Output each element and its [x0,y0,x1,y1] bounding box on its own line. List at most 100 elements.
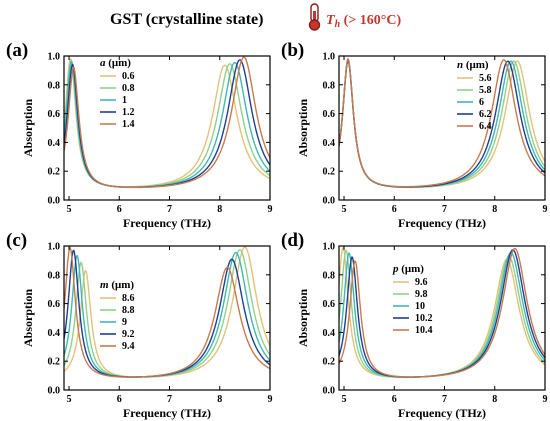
plot-frame [338,245,546,391]
figure-header: GST (crystalline state) Th (> 160°C) [110,3,401,31]
legend-label-9.4: 9.4 [122,341,135,352]
x-tick-label: 8 [492,394,497,405]
y-tick-label: 0.0 [323,196,336,207]
legend-unit: (μm) [109,279,135,291]
legend-title: p (μm) [392,263,424,275]
legend-label-1: 1 [122,95,127,106]
series-line-6.4 [339,58,545,188]
x-tick-label: 8 [217,394,222,405]
legend-label-10.4: 10.4 [415,325,433,336]
legend-label-1.2: 1.2 [122,107,135,118]
y-tick-label: 0.2 [323,357,336,368]
temperature-label: Th (> 160°C) [326,13,401,30]
panel-letter: (c) [6,230,27,251]
y-tick-label: 0.8 [323,270,336,281]
legend-label-9: 9 [122,317,127,328]
temperature-symbol: T [326,13,336,28]
x-tick-label: 8 [217,204,222,215]
x-tick-label: 6 [392,204,397,215]
x-tick-label: 7 [167,204,172,215]
legend-label-0.8: 0.8 [122,83,135,94]
x-tick-label: 8 [492,204,497,215]
y-tick-label: 0.2 [323,167,336,178]
series-line-9.4 [64,246,270,378]
x-tick-label: 9 [543,394,548,405]
plot-frame [63,55,271,201]
legend: a (μm) 0.60.811.21.4 [100,57,135,130]
y-tick-label: 0.6 [48,109,61,120]
legend-label-6: 6 [479,97,484,108]
x-tick-label: 5 [67,204,72,215]
y-tick-label: 0.6 [323,299,336,310]
series-group [64,246,270,378]
y-tick-label: 0.2 [48,357,61,368]
legend-label-0.6: 0.6 [122,71,135,82]
y-tick-label: 1.0 [48,52,61,63]
x-axis-title: Frequency (THz) [123,406,211,420]
x-tick-label: 9 [268,394,273,405]
legend-unit: (μm) [399,263,425,275]
y-axis-title: Absorption [296,289,310,347]
y-tick-label: 0.6 [323,109,336,120]
plot-frame [338,55,546,201]
legend-label-1.4: 1.4 [122,119,135,130]
x-tick-label: 6 [392,394,397,405]
legend: m (μm) 8.68.899.29.4 [100,279,135,352]
y-tick-label: 0.4 [323,328,336,339]
x-tick-label: 7 [442,394,447,405]
x-tick-label: 5 [342,394,347,405]
legend-symbol: a [100,57,106,69]
legend-label-5.6: 5.6 [479,73,492,84]
y-tick-label: 0.8 [323,80,336,91]
y-axis-title: Absorption [21,99,35,157]
y-tick-label: 0.4 [48,138,61,149]
y-tick-label: 0.0 [323,386,336,397]
panel-d: (d) 5 6 7 8 9 0.0 0.2 0.4 0.6 0.8 1.0 Frequency (THz… [281,230,548,420]
series-group [64,56,270,189]
legend-title: n (μm) [457,59,489,71]
thermometer-icon [308,3,321,31]
legend-title: m (μm) [100,279,134,291]
legend-label-9.2: 9.2 [122,329,135,340]
legend-symbol: p [392,263,399,275]
legend-symbol: n [457,59,463,71]
main-title: GST (crystalline state) [110,11,263,28]
x-tick-label: 6 [117,394,122,405]
x-axis-title: Frequency (THz) [398,216,486,230]
y-tick-label: 0.4 [48,328,61,339]
y-axis-title: Absorption [21,289,35,347]
y-tick-label: 0.6 [48,299,61,310]
legend-label-9.6: 9.6 [415,277,428,288]
panel-letter: (d) [281,230,304,251]
legend-unit: (μm) [106,57,132,69]
x-tick-label: 5 [342,204,347,215]
series-line-1.4 [64,56,270,189]
series-line-10.4 [339,247,545,378]
legend-label-9.8: 9.8 [415,289,428,300]
temperature-subscript: h [335,19,341,30]
legend-label-10: 10 [415,301,425,312]
series-line-9.8 [339,249,545,378]
y-tick-label: 0.4 [323,138,336,149]
legend-label-8.8: 8.8 [122,305,135,316]
y-tick-label: 0.8 [48,270,61,281]
x-tick-label: 5 [67,394,72,405]
temperature-value: (> 160°C) [340,13,401,28]
x-axis-title: Frequency (THz) [123,216,211,230]
legend-label-6.4: 6.4 [479,121,492,132]
legend-label-5.8: 5.8 [479,85,492,96]
series-line-6.2 [339,59,545,188]
legend-symbol: m [100,279,109,291]
panel-letter: (a) [6,40,28,61]
y-axis-title: Absorption [296,99,310,157]
y-tick-label: 0.2 [48,167,61,178]
series-group [339,246,545,378]
legend-label-6.2: 6.2 [479,109,492,120]
legend-title: a (μm) [100,57,131,69]
y-tick-label: 0.0 [48,196,61,207]
x-tick-label: 6 [117,204,122,215]
panel-letter: (b) [281,40,304,61]
